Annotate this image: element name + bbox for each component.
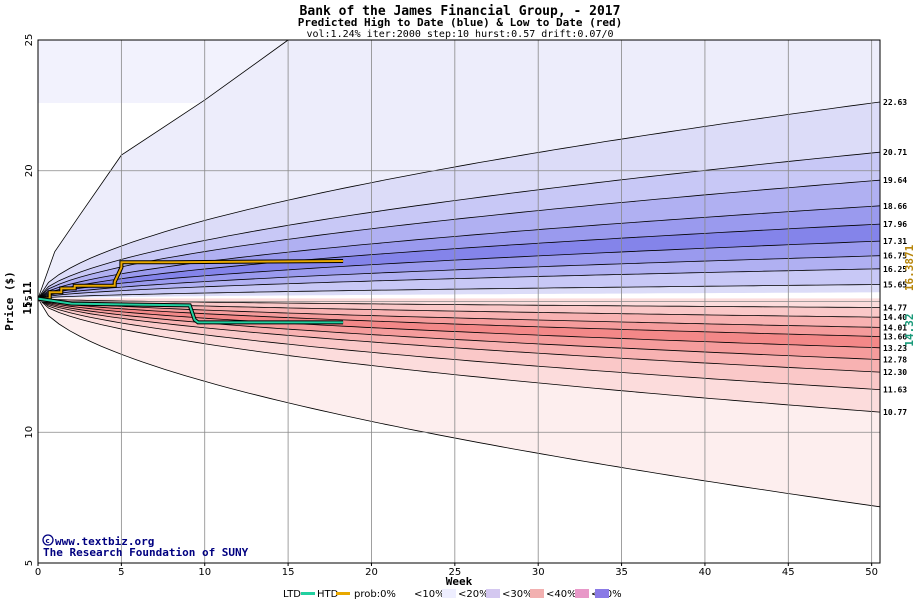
y-tick-20: 20 [24, 164, 35, 177]
plot-frame [37, 39, 881, 564]
end-label-19.64: 19.64 [883, 176, 907, 185]
x-tick-40: 40 [699, 567, 712, 578]
x-tick-50: 50 [865, 567, 878, 578]
x-tick-25: 25 [448, 567, 461, 578]
end-label-12.78: 12.78 [883, 356, 907, 365]
x-tick-10: 10 [198, 567, 211, 578]
upper-outer-line [37, 39, 289, 299]
legend-htd-swatch [336, 592, 350, 595]
x-tick-0: 0 [35, 567, 41, 578]
y-ticks: 5 10 15 20 25 [24, 34, 35, 567]
chart-title: Bank of the James Financial Group, - 201… [300, 4, 621, 19]
end-label-16.25: 16.25 [883, 265, 907, 274]
lower-line-13.66 [37, 298, 881, 337]
legend-swatch-30 [530, 589, 544, 598]
x-ticks: 0 5 10 15 20 25 30 35 40 45 50 [35, 563, 878, 578]
end-label-20.71: 20.71 [883, 148, 907, 157]
y-tick-15: 15 [24, 295, 35, 308]
x-tick-5: 5 [118, 567, 124, 578]
legend-b30: <30% [502, 589, 533, 600]
legend-swatch-10 [442, 589, 456, 598]
x-tick-15: 15 [282, 567, 295, 578]
upper-outer-band [38, 40, 880, 299]
probability-bands [37, 39, 881, 563]
upper-line-19.64 [37, 179, 881, 299]
lower-line-12.78 [37, 298, 881, 360]
end-label-16.75: 16.75 [883, 252, 907, 261]
legend-b10: <10% [414, 589, 445, 600]
chart-subtitle: Predicted High to Date (blue) & Low to D… [298, 16, 623, 29]
lower-line-14.01 [37, 298, 881, 328]
upper-line-15.65 [37, 284, 881, 299]
copyright-icon [42, 534, 54, 546]
end-label-13.23: 13.23 [883, 344, 907, 353]
upper-line-17.96 [37, 223, 881, 299]
credit-line-2: The Research Foundation of SUNY [43, 546, 249, 559]
legend-swatch-0 [398, 589, 412, 598]
end-label-12.30: 12.30 [883, 368, 907, 377]
legend-prob-label: prob:0% [354, 589, 396, 600]
upper-line-16.75 [37, 255, 881, 299]
end-label-11.63: 11.63 [883, 386, 907, 395]
x-tick-45: 45 [782, 567, 795, 578]
end-label-14.01: 14.01 [883, 323, 907, 332]
x-tick-20: 20 [365, 567, 378, 578]
chart-params: vol:1.24% iter:2000 step:10 hurst:0.57 d… [306, 29, 613, 40]
y-tick-5: 5 [24, 560, 35, 566]
upper-line-17.31 [37, 240, 881, 299]
end-label-22.63: 22.63 [883, 98, 907, 107]
end-label-10.77: 10.77 [883, 408, 907, 417]
lower-line-11.63 [37, 298, 881, 390]
copyright-c-glyph: c [46, 537, 50, 545]
end-label-17.31: 17.31 [883, 237, 907, 246]
end-label-18.66: 18.66 [883, 202, 907, 211]
legend-b40: <40% [546, 589, 577, 600]
legend-swatch-20 [486, 589, 500, 598]
credit-line-1: www.textbiz.org [55, 535, 154, 548]
ltd-end-label: 14.32 [903, 313, 916, 346]
end-label-17.96: 17.96 [883, 220, 907, 229]
legend-ltd-swatch [301, 592, 315, 595]
lower-line-12.30 [37, 298, 881, 373]
upper-line-22.63 [37, 101, 881, 299]
lower-band-14.77 [38, 298, 880, 308]
y-tick-10: 10 [24, 426, 35, 439]
x-tick-35: 35 [615, 567, 628, 578]
end-label-14.77: 14.77 [883, 304, 907, 313]
y-tick-25: 25 [24, 34, 35, 47]
ltd-series-line [37, 297, 344, 324]
lower-line-13.23 [37, 298, 881, 349]
end-label-13.66: 13.66 [883, 333, 907, 342]
upper-line-16.25 [37, 268, 881, 299]
lower-line-10.77 [37, 298, 881, 413]
band-end-labels: 22.63 20.71 19.64 18.66 17.96 17.31 16.75 16.25… [883, 98, 907, 417]
end-label-15.65: 15.65 [883, 281, 907, 290]
credit: c www.textbiz.org The Research Foundatio… [42, 534, 249, 559]
upper-line-20.71 [37, 151, 881, 299]
x-tick-30: 30 [532, 567, 545, 578]
htd-end-label: 16.3871 [903, 244, 916, 291]
upper-line-18.66 [37, 205, 881, 299]
legend-ltd-label: LTD [283, 589, 301, 600]
legend-swatch-40 [575, 589, 589, 598]
start-price-label: 15.11 [21, 281, 34, 314]
series-lines [37, 259, 344, 325]
legend-b20: <20% [458, 589, 489, 600]
lower-outer-line [37, 298, 881, 508]
legend: LTD HTD prob:0% <10% <20% <30% <40% <50% [283, 589, 622, 600]
legend-htd-label: HTD [317, 589, 339, 600]
y-axis-label: Price ($) [3, 271, 16, 331]
legend-swatch-50 [595, 589, 609, 598]
x-axis-label: Week [446, 575, 473, 588]
htd-series-line [38, 260, 344, 300]
end-label-14.40: 14.40 [883, 313, 907, 322]
